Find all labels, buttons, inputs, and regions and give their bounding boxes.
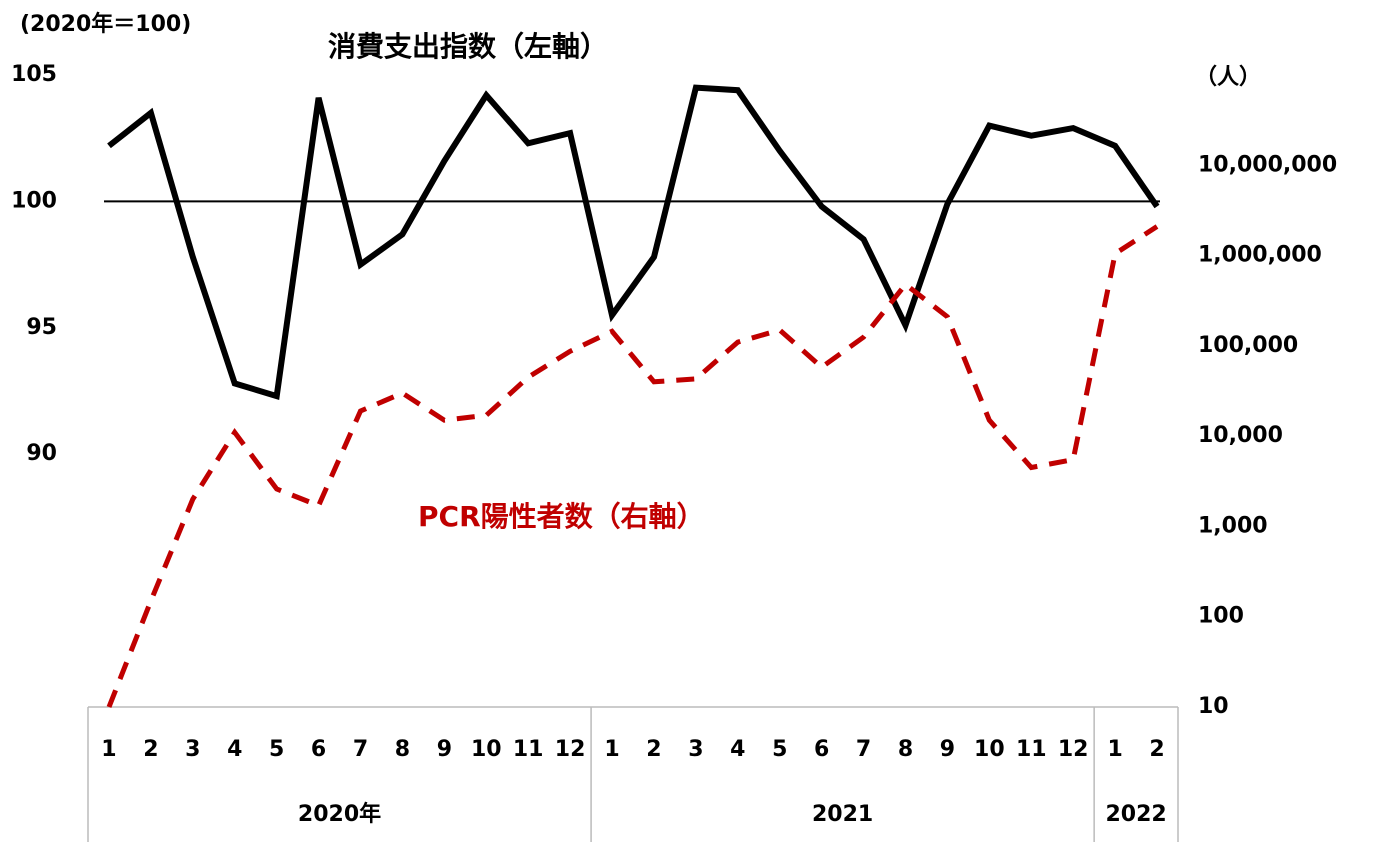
x-tick-label: 7 <box>856 737 871 762</box>
series-line <box>107 84 1160 400</box>
x-tick-label: 2 <box>143 737 158 762</box>
x-tick-label: 3 <box>688 737 703 762</box>
x-tick-label: 4 <box>227 737 242 762</box>
x-tick-label: 2 <box>1149 737 1164 762</box>
x-tick-label: 6 <box>814 737 829 762</box>
x-tick-label: 8 <box>898 737 913 762</box>
y2-tick-label: 100,000 <box>1198 333 1298 358</box>
x-tick-label: 10 <box>974 737 1005 762</box>
series-line <box>106 224 1159 708</box>
y2-tick-label: 1,000,000 <box>1198 243 1322 268</box>
x-tick-label: 9 <box>940 737 955 762</box>
x-tick-label: 1 <box>604 737 619 762</box>
y2-tick-label: 10,000 <box>1198 423 1283 448</box>
series-label: 消費支出指数（左軸） <box>328 30 608 63</box>
y2-tick-label: 100 <box>1198 604 1244 629</box>
x-tick-label: 10 <box>471 737 502 762</box>
y-tick-label: 105 <box>11 62 57 87</box>
x-tick-label: 9 <box>437 737 452 762</box>
x-group-label: 2021 <box>812 802 873 827</box>
x-tick-label: 11 <box>513 737 544 762</box>
y2-tick-label: 1,000 <box>1198 513 1268 538</box>
y-tick-label: 100 <box>11 188 57 213</box>
x-tick-label: 12 <box>555 737 586 762</box>
x-tick-label: 7 <box>353 737 368 762</box>
y2-axis-label: （人） <box>1195 65 1261 90</box>
y2-tick-label: 10,000,000 <box>1198 152 1337 177</box>
y2-tick-label: 10 <box>1198 694 1229 719</box>
x-tick-label: 11 <box>1016 737 1047 762</box>
x-tick-label: 4 <box>730 737 745 762</box>
x-tick-label: 8 <box>395 737 410 762</box>
y-tick-label: 95 <box>26 315 57 340</box>
x-tick-label: 6 <box>311 737 326 762</box>
x-group-label: 2022 <box>1105 802 1166 827</box>
x-tick-label: 12 <box>1058 737 1089 762</box>
y-tick-label: 90 <box>26 441 57 466</box>
x-tick-label: 2 <box>646 737 661 762</box>
x-tick-label: 5 <box>269 737 284 762</box>
y-axis-label: (2020年＝100) <box>20 11 191 37</box>
series-label: PCR陽性者数（右軸） <box>418 500 705 533</box>
x-tick-label: 5 <box>772 737 787 762</box>
x-tick-label: 1 <box>101 737 116 762</box>
x-tick-label: 1 <box>1107 737 1122 762</box>
x-group-label: 2020年 <box>298 801 381 827</box>
x-tick-label: 3 <box>185 737 200 762</box>
